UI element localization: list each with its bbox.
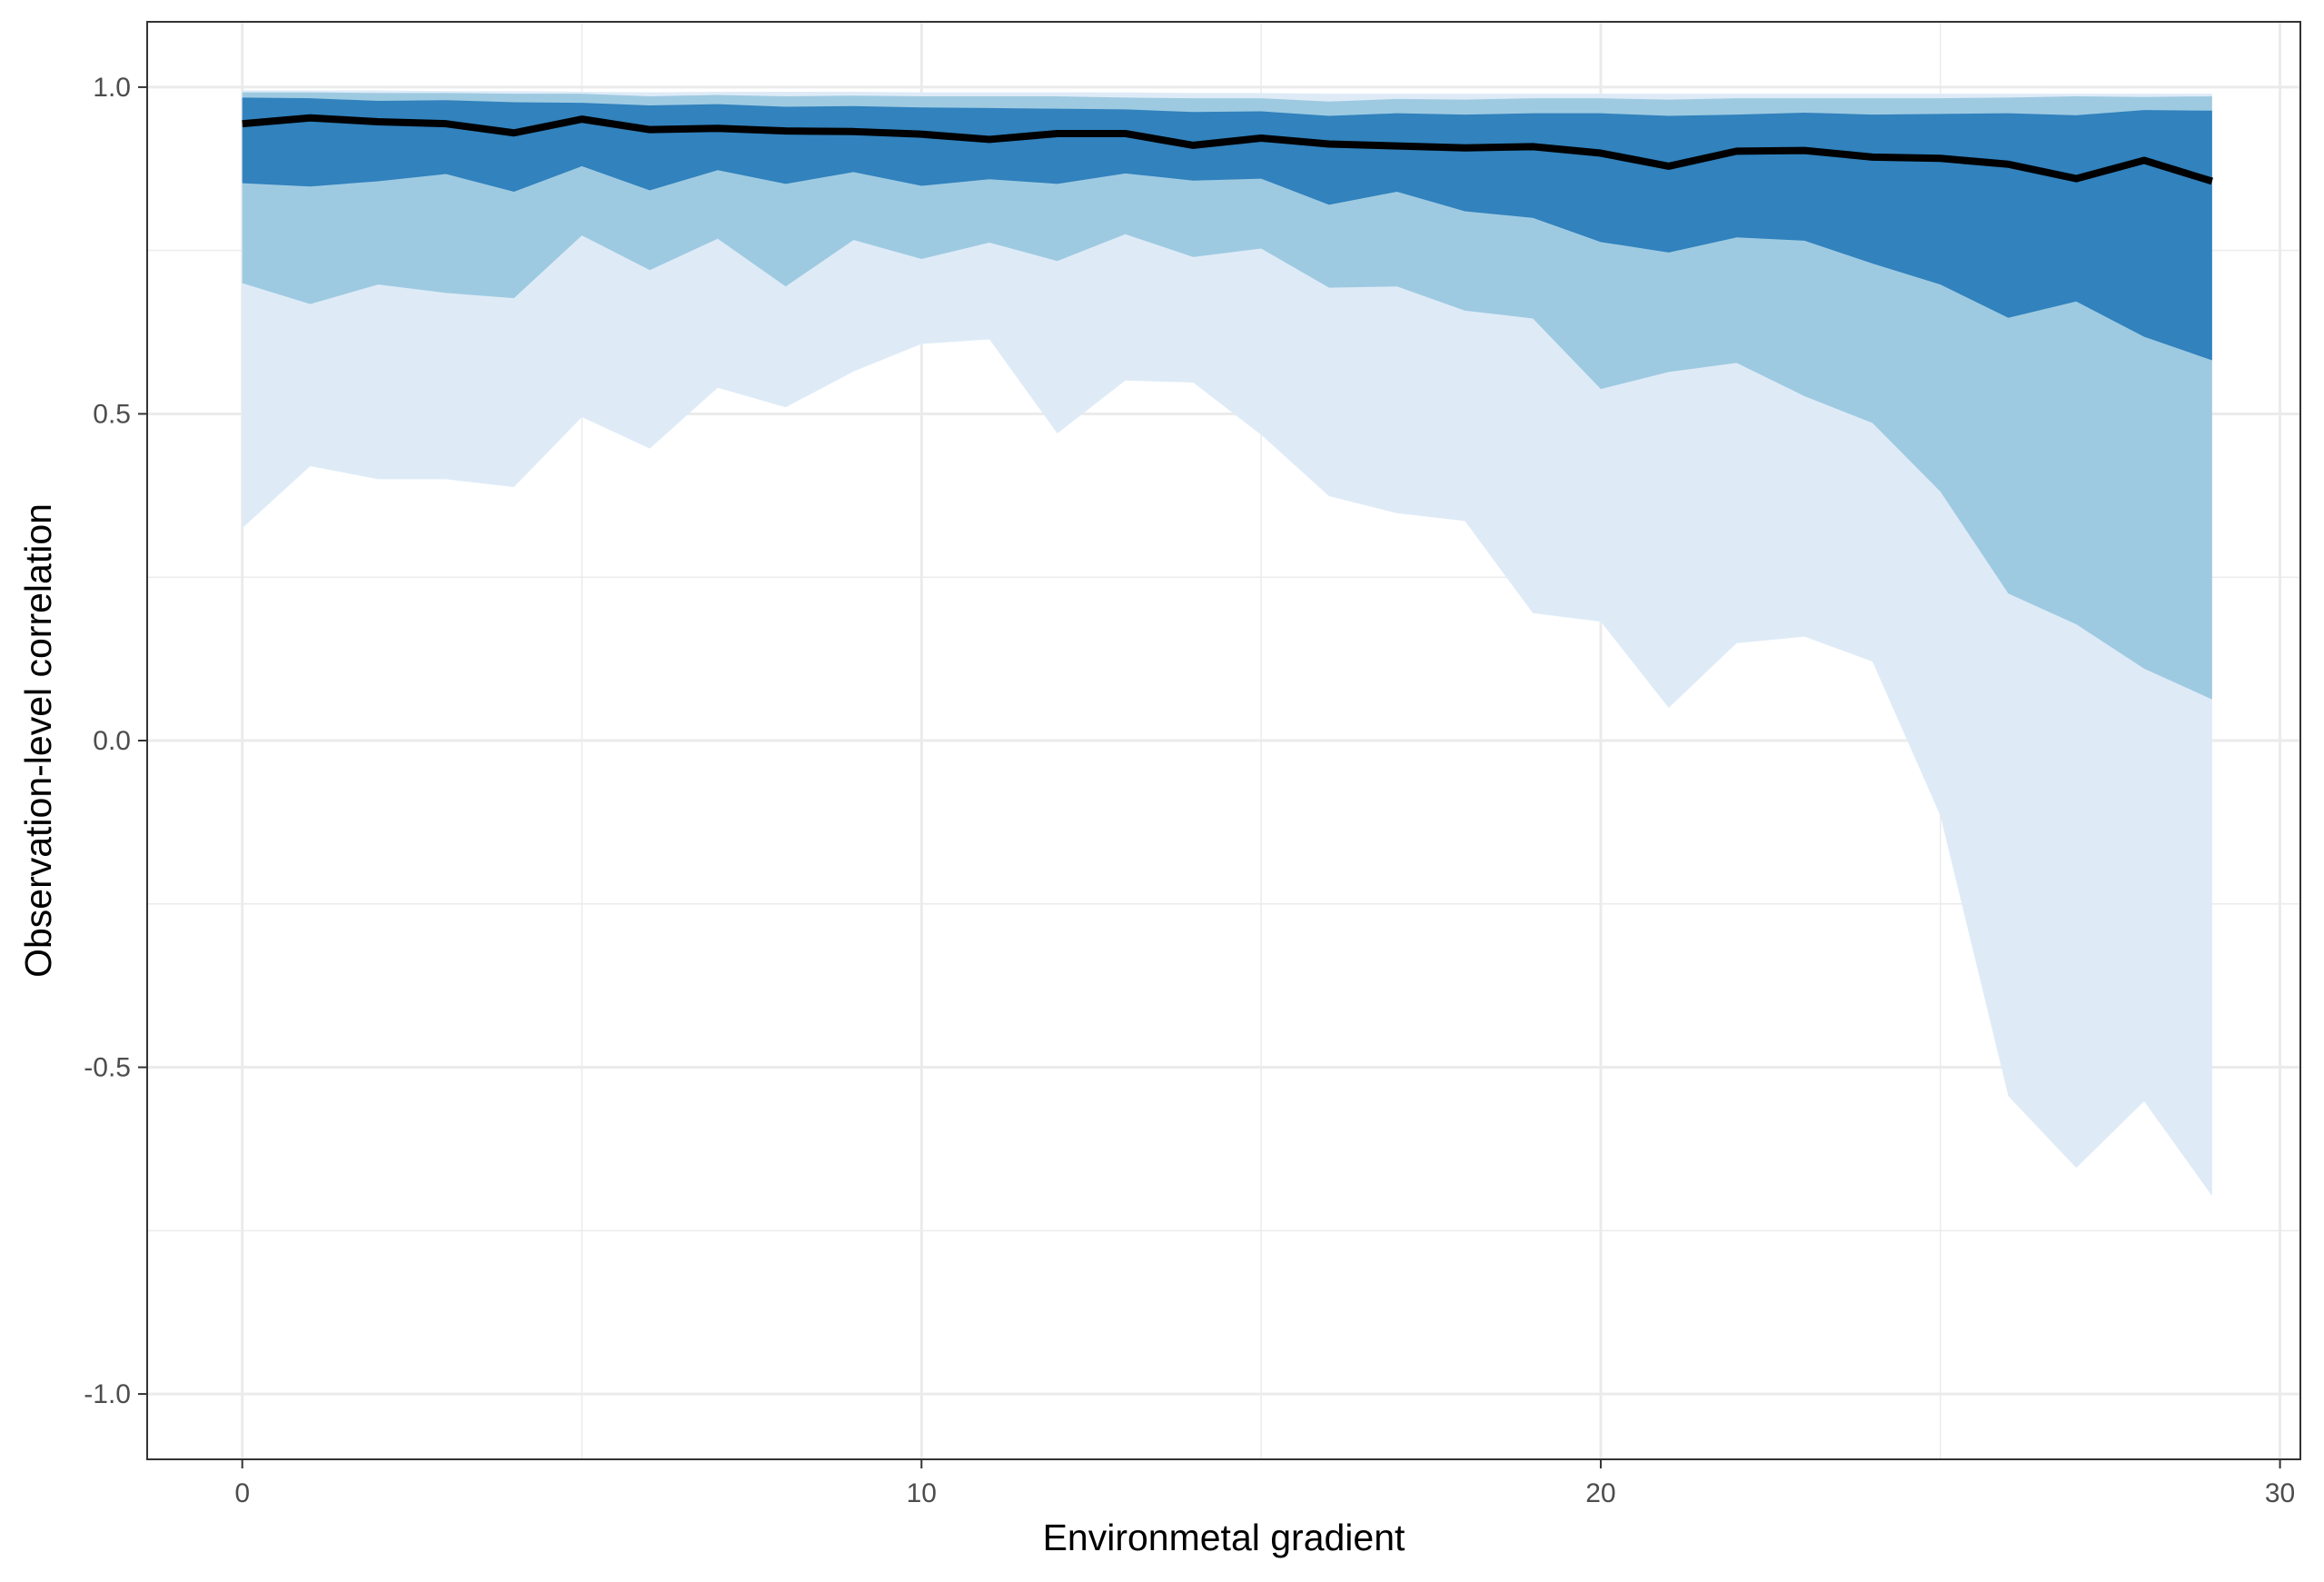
y-axis-title: Observation-level correlation: [17, 503, 59, 978]
ribbon-band-2: [242, 92, 2212, 700]
y-tick-label: -0.5: [84, 1053, 131, 1083]
x-tick-label: 30: [2265, 1478, 2295, 1508]
ribbon-band-1: [242, 90, 2212, 1197]
x-axis: 0 10 20 30: [234, 1459, 2295, 1508]
y-tick-label: -1.0: [84, 1379, 131, 1409]
ribbon-bands: [242, 90, 2212, 1197]
x-tick-label: 20: [1585, 1478, 1615, 1508]
y-tick-label: 0.5: [93, 399, 131, 429]
ribbon-band-3: [242, 97, 2212, 361]
y-axis: -1.0 -0.5 0.0 0.5 1.0: [84, 73, 147, 1409]
series-lines: [242, 114, 2213, 185]
x-tick-label: 0: [234, 1478, 250, 1508]
series-line-1: [242, 114, 2213, 185]
x-axis-title: Environmetal gradient: [1043, 1517, 1405, 1558]
y-tick-label: 1.0: [93, 73, 131, 103]
y-tick-label: 0.0: [93, 726, 131, 756]
x-tick-label: 10: [907, 1478, 937, 1508]
